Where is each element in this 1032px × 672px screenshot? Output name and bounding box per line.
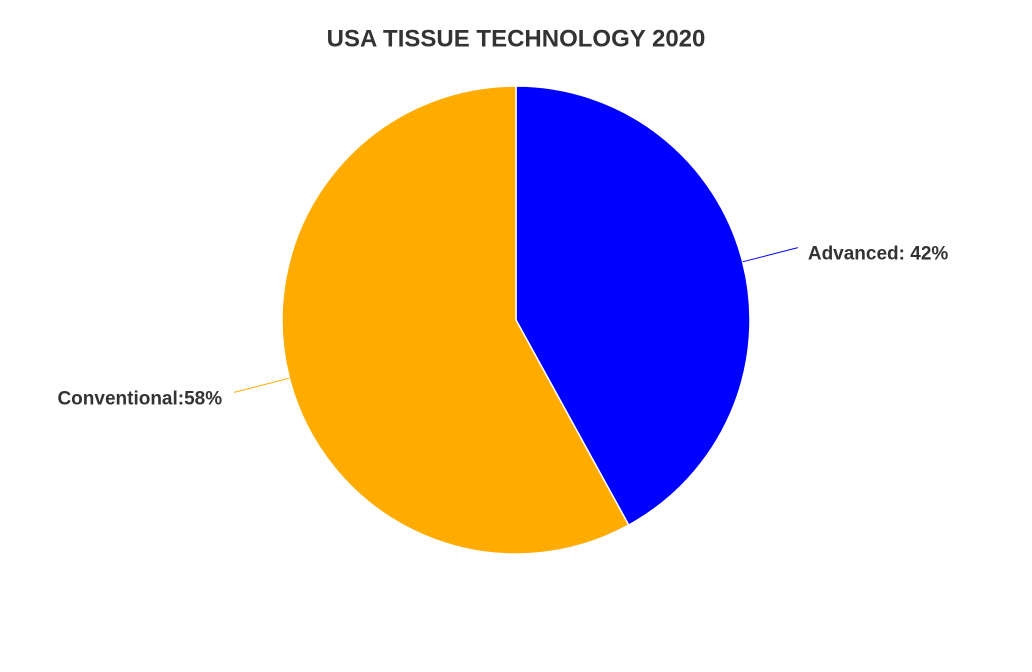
data-label: Advanced: 42% <box>808 244 949 265</box>
chart-title: USA TISSUE TECHNOLOGY 2020 <box>327 25 706 52</box>
leader-line <box>234 377 290 393</box>
pie-slice <box>281 85 630 555</box>
leader-line <box>742 247 798 263</box>
pie-slice <box>515 85 751 527</box>
data-label: Conventional:58% <box>57 388 222 409</box>
